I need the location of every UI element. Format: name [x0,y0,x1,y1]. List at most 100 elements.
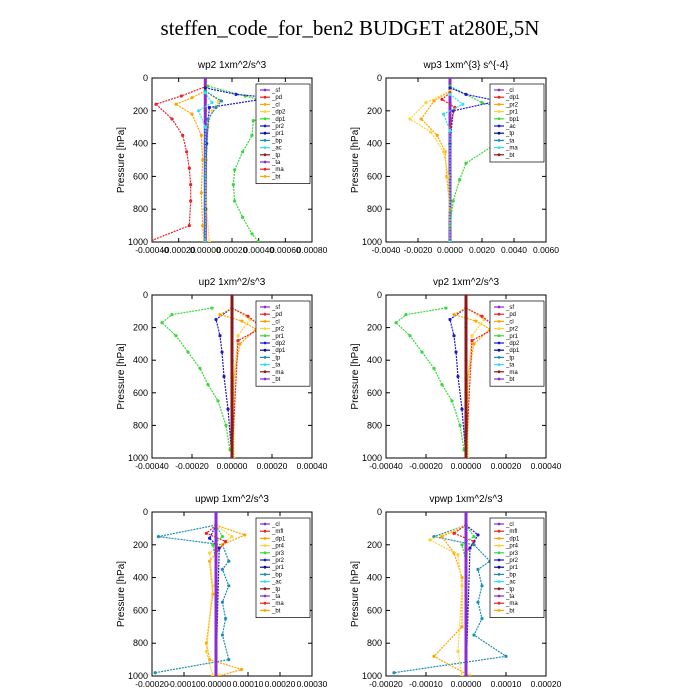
data-point [230,423,234,427]
x-tick-label: 0.00000 [201,679,232,689]
series-1 [152,84,209,242]
data-point [170,117,174,121]
legend-marker [497,356,501,359]
legend-entry: _dp2 [271,341,286,347]
series-line [395,307,465,450]
data-point [199,133,203,137]
data-point [452,334,456,338]
data-point [154,102,158,106]
data-point [472,342,476,346]
data-point [230,295,234,297]
legend-entry: _bt [271,174,281,180]
data-point [446,174,450,178]
data-point [230,391,234,395]
legend-marker [497,594,501,598]
data-point [470,334,474,338]
series-line [465,307,485,458]
legend-marker [263,175,267,178]
data-point [435,133,439,137]
x-tick-label: 0.00040 [297,461,328,471]
legend-marker [263,594,267,598]
y-tick-label: 200 [133,323,148,333]
data-point [204,649,208,654]
legend-entry: _sf [505,305,514,311]
data-point [460,584,464,588]
legend-entry: _mfl [271,529,283,535]
legend-marker [263,537,267,540]
data-point [392,671,396,675]
legend-marker [263,88,267,92]
series-line [420,90,451,242]
data-point [190,112,194,116]
data-point [226,407,230,411]
x-tick-label: 0.0020 [469,245,495,255]
data-point [185,150,189,154]
series-line [465,524,479,676]
chart-title: up2 1xm^2/s^3 [199,277,266,288]
x-tick-label: -0.0020 [404,245,433,255]
data-point [246,314,250,318]
legend-entry: _bp1 [505,117,520,123]
data-point [448,317,452,322]
y-tick-label: 800 [367,204,382,214]
legend-marker [263,117,267,121]
x-tick-label: -0.00020 [409,461,443,471]
legend-marker [263,124,267,128]
data-point [429,130,433,134]
data-point [206,383,210,387]
x-tick-label: -0.00020 [162,245,196,255]
data-point [456,649,460,654]
x-tick-label: 0.0000 [437,245,463,255]
data-point [236,334,240,338]
y-tick-label: 400 [133,573,148,583]
data-point [198,366,202,370]
data-point [236,339,240,343]
legend-entry: _pr1 [505,110,519,116]
chart-title: vpwp 1xm^2/s^3 [429,494,503,505]
data-point [476,533,480,537]
y-tick-label: 800 [133,638,148,648]
data-point [432,366,436,370]
data-point [464,358,468,362]
data-point [187,224,191,228]
series-line [161,307,231,450]
data-point [476,600,480,604]
legend-marker [497,370,501,374]
data-point [442,150,446,154]
x-tick-label: 0.0060 [533,245,559,255]
legend-entry: _bt [505,608,515,614]
data-point [452,312,456,317]
chart-title: wp3 1xm^{3} s^{-4} [423,60,510,71]
x-tick-label: -0.00010 [409,679,443,689]
data-point [432,654,436,658]
data-point [199,191,203,195]
y-axis-label: Pressure [hPa] [350,561,361,627]
data-point [250,133,254,137]
data-point [476,567,480,572]
x-tick-label: 0.00060 [270,245,301,255]
data-point [464,566,468,570]
data-point [470,339,474,343]
chart-3: vp2 1xm^2/s^3 0 200 400 600 800 1000-0.00040 -0… [350,277,562,471]
series-7 [197,91,214,242]
data-point [201,158,205,162]
data-point [451,199,455,203]
legend-entry: _pr1 [505,334,519,340]
legend-marker [497,363,501,366]
data-point [207,240,211,242]
legend-marker [263,131,267,135]
legend-marker [263,551,267,555]
legend-entry: _ma [271,601,284,607]
data-point [152,238,154,242]
data-point [419,117,423,121]
legend-entry: _pr1 [271,131,285,137]
data-point [408,117,412,121]
legend-marker [497,312,501,316]
data-point [197,109,201,113]
data-point [220,600,224,604]
legend-entry: _tp [271,153,281,159]
chart-0: wp2 1xm^2/s^3 0 200 400 600 800 1000-0.00040-0… [116,60,328,255]
data-point [190,96,194,100]
series-0 [394,306,466,452]
data-point [206,84,210,88]
